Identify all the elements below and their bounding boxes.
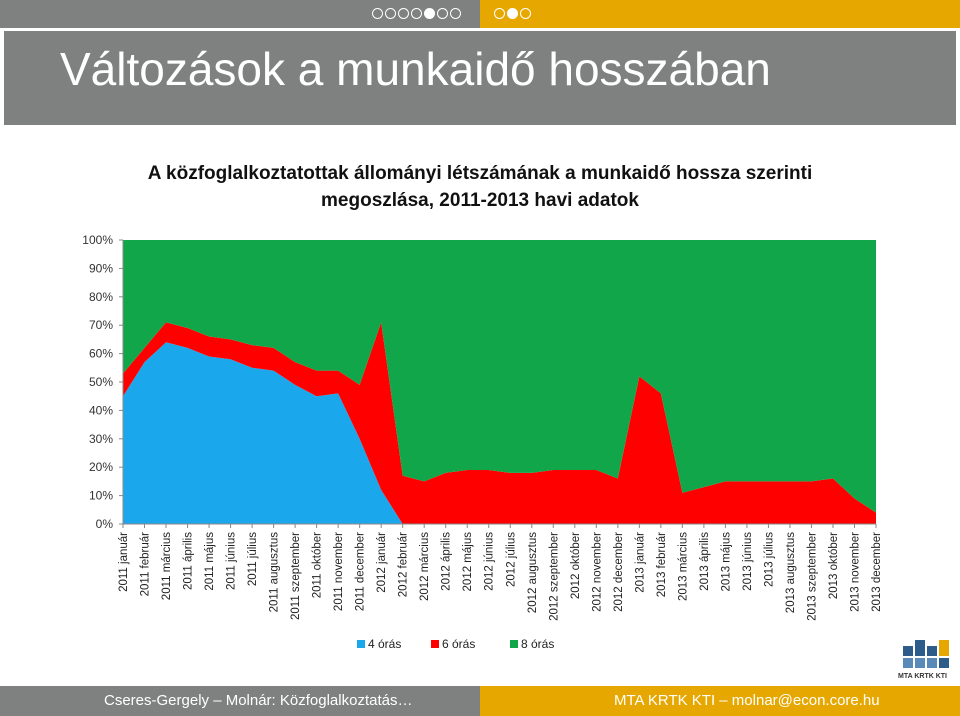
nav-dot[interactable] (450, 8, 461, 19)
x-tick-label: 2011 augusztus (269, 532, 281, 613)
x-tick-label: 2012 január (376, 532, 388, 593)
y-tick-label: 50% (89, 375, 113, 389)
y-tick-label: 70% (89, 318, 113, 332)
x-tick-label: 2012 december (613, 532, 625, 612)
x-tick-label: 2011 december (355, 532, 367, 611)
legend-swatch-3 (510, 640, 518, 648)
legend-swatch-1 (357, 640, 365, 648)
top-bar-left (0, 0, 480, 28)
x-tick-label: 2013 november (849, 532, 861, 612)
title-bar (4, 31, 956, 125)
x-tick-label: 2011 július (247, 532, 259, 586)
x-tick-label: 2012 augusztus (527, 532, 539, 613)
x-tick-label: 2012 június (484, 532, 496, 591)
footer-right: MTA KRTK KTI – molnar@econ.core.hu (480, 686, 960, 716)
subtitle-line-2: megoszlása, 2011-2013 havi adatok (321, 190, 639, 211)
x-tick-label: 2012 február (398, 532, 410, 597)
x-tick-label: 2013 augusztus (785, 532, 797, 613)
legend-swatch-2 (431, 640, 439, 648)
x-tick-label: 2011 március (161, 532, 173, 600)
y-tick-label: 30% (89, 432, 113, 446)
logo-label: MTA KRTK KTI (898, 673, 947, 680)
x-tick-label: 2013 október (828, 532, 840, 599)
x-tick-label: 2012 március (419, 532, 431, 601)
nav-dot[interactable] (372, 8, 383, 19)
footer-author: Cseres-Gergely – Molnár: Közfoglalkoztat… (104, 692, 413, 709)
y-tick-label: 60% (89, 347, 113, 361)
x-tick-label: 2013 március (677, 532, 689, 601)
legend-label-2: 6 órás (442, 637, 475, 651)
x-tick-label: 2011 április (183, 532, 195, 590)
x-tick-label: 2012 október (570, 532, 582, 599)
y-tick-label: 20% (89, 460, 113, 474)
x-tick-label: 2012 szeptember (548, 532, 560, 621)
x-tick-label: 2012 november (591, 532, 603, 612)
y-tick-label: 10% (89, 489, 113, 503)
legend-label-1: 4 órás (368, 637, 401, 651)
x-tick-label: 2011 január (118, 532, 130, 592)
series-area-3 (123, 240, 876, 513)
x-tick-label: 2013 április (699, 532, 711, 591)
y-tick-label: 40% (89, 403, 113, 417)
x-tick-label: 2012 július (505, 532, 517, 587)
nav-dot[interactable] (424, 8, 435, 19)
top-bar-right (480, 0, 960, 28)
series-area-2 (123, 322, 876, 524)
x-tick-label: 2013 május (720, 532, 732, 592)
footer-left: Cseres-Gergely – Molnár: Közfoglalkoztat… (0, 686, 480, 716)
nav-dot[interactable] (494, 8, 505, 19)
x-tick-label: 2012 április (441, 532, 453, 591)
institute-logo (901, 638, 951, 684)
chart-subtitle: A közfoglalkoztatottak állományi létszám… (0, 160, 960, 214)
y-tick-label: 80% (89, 290, 113, 304)
y-tick-label: 0% (96, 517, 114, 531)
nav-dot[interactable] (411, 8, 422, 19)
x-tick-label: 2013 június (742, 532, 754, 591)
x-tick-label: 2012 május (462, 532, 474, 592)
x-tick-label: 2013 december (871, 532, 883, 612)
y-tick-label: 100% (82, 233, 113, 247)
nav-dot[interactable] (507, 8, 518, 19)
slide-title: Változások a munkaidő hosszában (60, 43, 771, 95)
x-tick-label: 2013 július (763, 532, 775, 587)
x-tick-label: 2011 február (140, 532, 152, 597)
nav-dot[interactable] (398, 8, 409, 19)
series-area-1 (123, 342, 876, 524)
x-tick-label: 2011 május (204, 532, 216, 591)
top-bar (0, 0, 960, 28)
x-tick-label: 2013 szeptember (806, 532, 818, 621)
x-tick-label: 2011 november (333, 532, 345, 611)
x-tick-label: 2013 január (634, 532, 646, 593)
x-tick-label: 2011 június (226, 532, 238, 590)
x-tick-label: 2013 február (656, 532, 668, 597)
y-tick-label: 90% (89, 261, 113, 275)
nav-dot[interactable] (520, 8, 531, 19)
footer-contact: MTA KRTK KTI – molnar@econ.core.hu (614, 692, 880, 709)
slide-progress-dots (372, 8, 461, 19)
stacked-area-chart: 0% 10% 20% 30% 40% 50% 60% 70% 80% 90% 100% 2011 ja… (82, 233, 883, 651)
x-tick-label: 2011 október (312, 532, 324, 598)
legend-label-3: 8 órás (521, 637, 554, 651)
nav-dot[interactable] (385, 8, 396, 19)
x-tick-label: 2011 szeptember (290, 532, 302, 620)
subtitle-line-1: A közfoglalkoztatottak állományi létszám… (147, 163, 813, 184)
section-progress-dots (494, 8, 531, 19)
nav-dot[interactable] (437, 8, 448, 19)
